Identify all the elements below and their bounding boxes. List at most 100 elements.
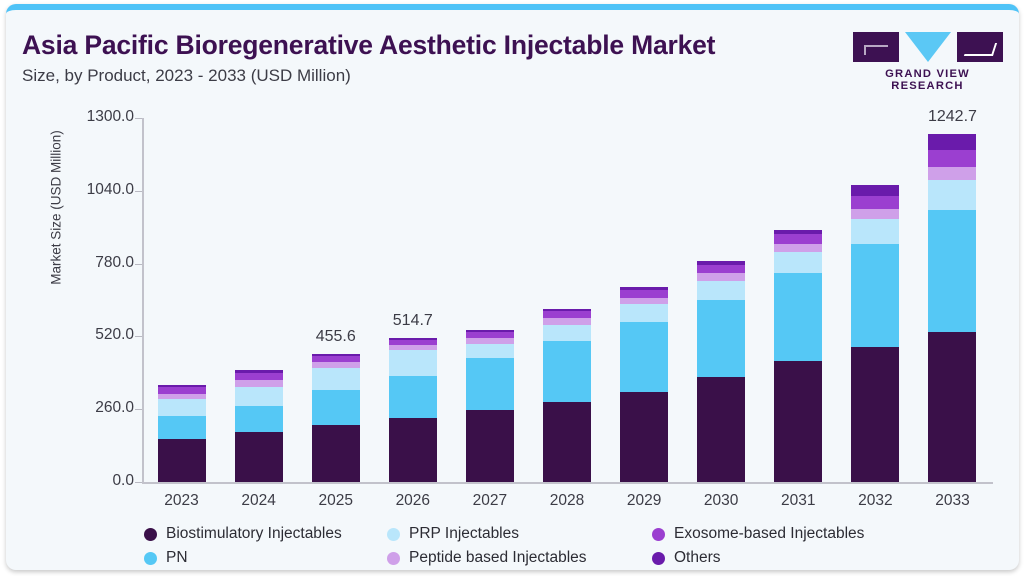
x-axis-tick-label: 2024	[241, 492, 276, 509]
bar-segment[interactable]	[697, 273, 746, 281]
bar-segment[interactable]	[388, 375, 437, 418]
bar-segment[interactable]	[543, 402, 591, 482]
bar-segment[interactable]	[465, 358, 514, 411]
chart-header: Asia Pacific Bioregenerative Aesthetic I…	[6, 10, 1019, 90]
bar-segment[interactable]	[234, 387, 283, 406]
bar-segment[interactable]	[697, 264, 746, 274]
bar-segment[interactable]	[851, 219, 900, 244]
bar-segment[interactable]	[928, 332, 977, 482]
bar-segment[interactable]	[543, 311, 591, 319]
bar-segment[interactable]	[928, 149, 977, 167]
bar-segment[interactable]	[774, 360, 823, 482]
bar-segment[interactable]	[234, 373, 283, 381]
bar-segment[interactable]	[697, 280, 746, 300]
bar-segment[interactable]	[620, 287, 669, 290]
bar-segment[interactable]	[774, 230, 823, 235]
bar-segment[interactable]	[928, 180, 977, 211]
bar-segment[interactable]	[851, 184, 900, 197]
legend-item-label: PRP Injectables	[409, 525, 519, 542]
bar-segment[interactable]	[851, 347, 900, 482]
bar-segment[interactable]	[234, 380, 283, 388]
bar-segment[interactable]	[620, 304, 669, 322]
bar-segment[interactable]	[620, 321, 669, 392]
bar-segment[interactable]	[774, 252, 823, 273]
legend-item[interactable]: PN	[144, 546, 342, 570]
y-axis-title: Market Size (USD Million)	[48, 130, 64, 285]
bar-value-label: 1242.7	[927, 107, 977, 125]
bar-segment[interactable]	[697, 377, 746, 482]
legend-column: Biostimulatory Injectables PN	[144, 522, 342, 570]
legend-item-label: PN	[166, 549, 188, 566]
legend-item[interactable]: Biostimulatory Injectables	[144, 522, 342, 546]
bar-2025[interactable]	[311, 354, 360, 482]
bar-segment[interactable]	[234, 370, 283, 374]
bar-2032[interactable]	[851, 184, 900, 482]
x-axis-tick-label: 2025	[318, 492, 353, 509]
bar-segment[interactable]	[774, 244, 823, 253]
bar-segment[interactable]	[388, 339, 437, 346]
y-axis-tick-label: 780.0	[95, 253, 134, 271]
bar-segment[interactable]	[465, 329, 514, 333]
bar-segment[interactable]	[157, 399, 206, 417]
bar-segment[interactable]	[543, 324, 591, 341]
bar-2031[interactable]	[774, 230, 823, 482]
bar-segment[interactable]	[851, 196, 900, 209]
bar-segment[interactable]	[388, 337, 437, 340]
bar-segment[interactable]	[774, 234, 823, 244]
bar-segment[interactable]	[388, 417, 437, 482]
bar-segment[interactable]	[543, 318, 591, 325]
bar-segment[interactable]	[311, 425, 360, 482]
bar-segment[interactable]	[928, 167, 977, 181]
bar-segment[interactable]	[388, 350, 437, 376]
bar-segment[interactable]	[928, 210, 977, 333]
bar-segment[interactable]	[465, 344, 514, 359]
bar-segment[interactable]	[851, 209, 900, 220]
bar-segment[interactable]	[465, 338, 514, 345]
legend-swatch-icon	[652, 527, 665, 541]
bar-2024[interactable]	[234, 370, 283, 482]
bar-segment[interactable]	[234, 431, 283, 482]
bar-segment[interactable]	[465, 332, 514, 339]
bar-2023[interactable]	[157, 385, 206, 482]
bar-segment[interactable]	[388, 345, 437, 351]
legend-item[interactable]: PRP Injectables	[387, 522, 587, 546]
bar-segment[interactable]	[543, 308, 591, 312]
bar-segment[interactable]	[157, 416, 206, 439]
bar-2027[interactable]	[465, 329, 514, 482]
page-title: Asia Pacific Bioregenerative Aesthetic I…	[22, 30, 716, 60]
bar-2029[interactable]	[620, 287, 669, 482]
bar-2026[interactable]	[388, 337, 437, 482]
bar-segment[interactable]	[157, 387, 206, 394]
x-axis-tick-label: 2032	[858, 492, 893, 509]
bar-2030[interactable]	[697, 261, 746, 482]
bar-segment[interactable]	[697, 261, 746, 265]
legend-item[interactable]: Exosome-based Injectables	[652, 522, 864, 546]
chart-subtitle: Size, by Product, 2023 - 2033 (USD Milli…	[22, 66, 351, 85]
legend-swatch-icon	[387, 551, 400, 565]
bar-segment[interactable]	[774, 272, 823, 361]
legend-item-label: Others	[674, 549, 721, 566]
bar-segment[interactable]	[620, 297, 669, 305]
bar-segment[interactable]	[234, 405, 283, 432]
bar-segment[interactable]	[851, 244, 900, 348]
bar-segment[interactable]	[157, 385, 206, 388]
stacked-bar-chart: Market Size (USD Million) 0.0 260.0 520.0 7…	[6, 10, 1019, 570]
bar-segment[interactable]	[311, 390, 360, 426]
bar-segment[interactable]	[928, 133, 977, 150]
bar-segment[interactable]	[620, 289, 669, 298]
bar-segment[interactable]	[311, 356, 360, 362]
bar-2033[interactable]	[928, 133, 977, 482]
bar-segment[interactable]	[543, 340, 591, 403]
bar-2028[interactable]	[543, 308, 591, 482]
bar-segment[interactable]	[157, 393, 206, 400]
bar-segment[interactable]	[620, 391, 669, 482]
bar-segment[interactable]	[465, 410, 514, 482]
legend-item[interactable]: Peptide based Injectables	[387, 546, 587, 570]
bar-segment[interactable]	[311, 361, 360, 368]
bar-segment[interactable]	[157, 438, 206, 482]
bar-segment[interactable]	[697, 299, 746, 378]
legend-item[interactable]: Others	[652, 546, 864, 570]
bar-segment[interactable]	[311, 367, 360, 391]
grand-view-research-logo: GRAND VIEW RESEARCH	[850, 32, 1005, 92]
bar-segment[interactable]	[311, 354, 360, 356]
